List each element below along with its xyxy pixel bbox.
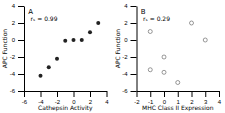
tick: 2 (12, 20, 24, 26)
tick-label: 0 (124, 37, 128, 43)
tick: 4 (12, 3, 24, 9)
tick-mark (131, 91, 137, 92)
tick-label: -4 (10, 71, 16, 77)
tick: -2 (10, 54, 24, 60)
tick: -4 (122, 71, 136, 77)
tick-mark (90, 91, 91, 97)
tick-mark (131, 6, 137, 7)
tick-mark (178, 91, 179, 97)
annotation: rₛ = 0.29 (143, 15, 170, 22)
point (63, 39, 67, 43)
point (55, 57, 59, 61)
tick-mark (131, 74, 137, 75)
panel: -2-101234-6-4-2024MHC Class II Expressio… (114, 3, 222, 112)
tick-mark (18, 74, 24, 75)
point (72, 38, 76, 42)
tick-mark (18, 6, 24, 7)
point (162, 70, 166, 74)
panel: -6-4-2024-6-4-2024Cathepsin ActivityAPC … (1, 3, 109, 112)
y-axis-title: APC Function (114, 29, 121, 69)
point (148, 68, 152, 72)
tick: 2 (124, 20, 136, 26)
points (39, 21, 101, 78)
y-axis: -6 -4 -2 0 2 4 (10, 3, 25, 94)
tick-mark (41, 91, 42, 97)
point (176, 81, 180, 85)
tick-label: 2 (124, 20, 128, 26)
tick: -2 (122, 54, 136, 60)
tick-mark (24, 91, 25, 97)
tick-mark (74, 91, 75, 97)
point (47, 65, 51, 69)
tick-label: 4 (124, 3, 128, 9)
tick-label: -2 (10, 54, 16, 60)
point (190, 21, 194, 25)
tick-mark (18, 23, 24, 24)
tick: 4 (105, 91, 109, 105)
point (96, 21, 100, 25)
tick: -6 (10, 88, 24, 94)
x-axis-title: MHC Class II Expression (142, 104, 214, 112)
tick-label: -2 (122, 54, 128, 60)
tick: -2 (134, 91, 140, 105)
tick-label: -6 (10, 88, 16, 94)
figure: -6 -4 -2 0 2 4 -6 -4 -2 0 2 4 Cathepsin Activity APC … (0, 0, 225, 113)
tick: -6 (122, 88, 136, 94)
x-axis-title: Cathepsin Activity (38, 104, 93, 112)
tick-mark (18, 40, 24, 41)
tick: -4 (10, 71, 24, 77)
tick-label: 4 (105, 99, 109, 105)
axis-line (137, 7, 138, 92)
tick-mark (131, 40, 137, 41)
tick: 0 (124, 37, 136, 43)
tick-label: -4 (122, 71, 128, 77)
point (162, 55, 166, 59)
tick-mark (164, 91, 165, 97)
tick-label: 2 (12, 20, 16, 26)
tick-label: 4 (12, 3, 16, 9)
tick-mark (192, 91, 193, 97)
tick: 0 (12, 37, 24, 43)
points (148, 21, 207, 85)
tick: 4 (218, 91, 222, 105)
tick: 4 (124, 3, 136, 9)
axis-line (24, 7, 25, 92)
tick-mark (205, 91, 206, 97)
tick-label: -6 (22, 99, 28, 105)
point (88, 30, 92, 34)
tick-mark (219, 91, 220, 97)
tick: -6 (22, 91, 28, 105)
tick-label: -2 (134, 99, 140, 105)
tick-mark (57, 91, 58, 97)
tick-mark (137, 91, 138, 97)
annotation: rₛ = 0.99 (31, 15, 58, 22)
tick-mark (131, 23, 137, 24)
y-axis: -6 -4 -2 0 2 4 (122, 3, 137, 94)
y-axis-title: APC Function (1, 29, 8, 69)
point (80, 38, 84, 42)
point (39, 74, 43, 78)
tick-label: 0 (12, 37, 16, 43)
tick-mark (150, 91, 151, 97)
point (148, 30, 152, 34)
tick-mark (18, 91, 24, 92)
tick-mark (18, 57, 24, 58)
tick-label: 4 (218, 99, 222, 105)
axis-line (25, 91, 108, 92)
point (203, 38, 207, 42)
tick-label: -6 (122, 88, 128, 94)
tick-mark (107, 91, 108, 97)
tick-mark (131, 57, 137, 58)
